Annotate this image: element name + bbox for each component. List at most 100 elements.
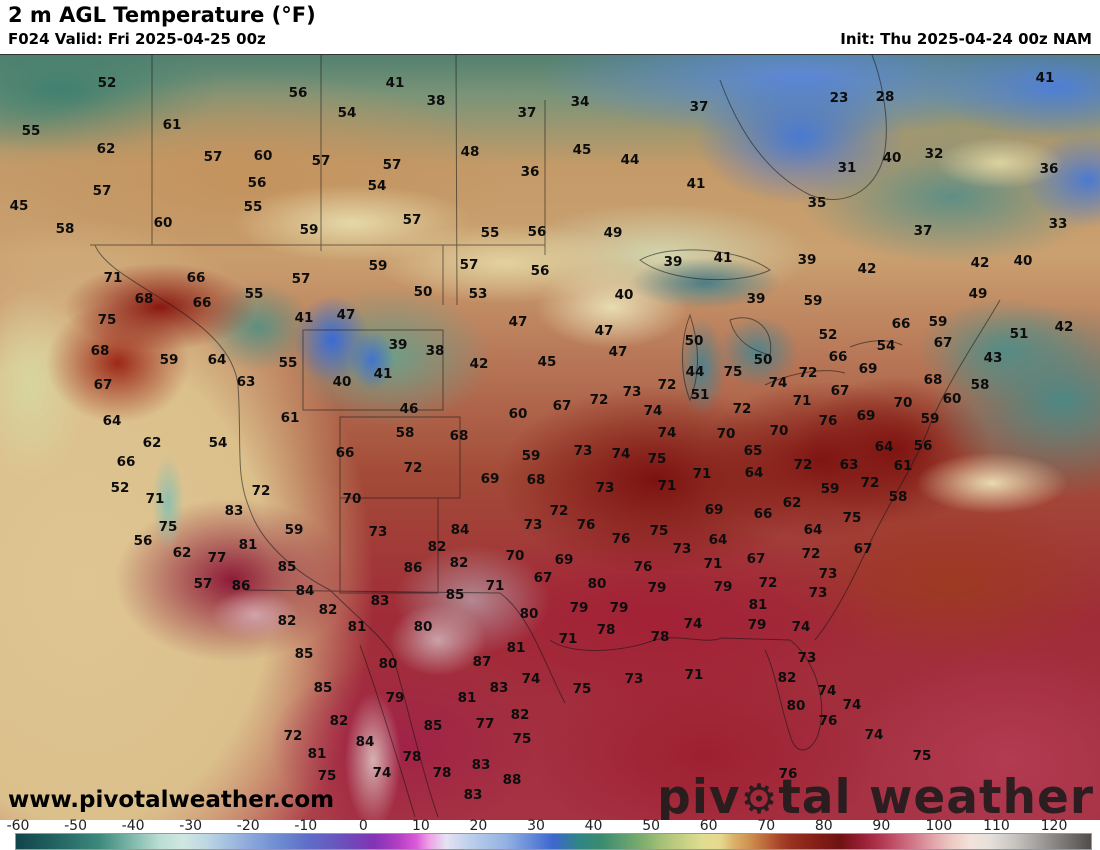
temp-label: 81 — [748, 597, 768, 613]
temp-label: 49 — [968, 286, 988, 302]
temp-label: 57 — [193, 576, 213, 592]
temp-label: 40 — [882, 150, 902, 166]
temp-label: 41 — [294, 310, 314, 326]
temp-label: 78 — [650, 629, 670, 645]
temp-label: 40 — [1013, 253, 1033, 269]
temp-label: 74 — [768, 375, 788, 391]
temp-label: 84 — [295, 583, 315, 599]
temp-label: 45 — [537, 354, 557, 370]
temp-label: 48 — [460, 144, 480, 160]
temp-label: 51 — [1009, 326, 1029, 342]
temp-label: 75 — [649, 523, 669, 539]
temp-label: 77 — [475, 716, 495, 732]
temp-label: 57 — [311, 153, 331, 169]
temp-label: 56 — [530, 263, 550, 279]
temp-label: 57 — [459, 257, 479, 273]
temp-label: 66 — [828, 349, 848, 365]
temp-label: 70 — [769, 423, 789, 439]
temp-label: 81 — [347, 619, 367, 635]
temp-label: 60 — [508, 406, 528, 422]
temp-label: 63 — [839, 457, 859, 473]
temp-label: 84 — [355, 734, 375, 750]
temp-label: 68 — [449, 428, 469, 444]
temp-label: 47 — [336, 307, 356, 323]
temp-label: 80 — [519, 606, 539, 622]
temp-label: 82 — [777, 670, 797, 686]
temp-label: 59 — [803, 293, 823, 309]
temp-label: 68 — [526, 472, 546, 488]
temp-label: 71 — [792, 393, 812, 409]
colorbar-tick: 60 — [699, 818, 718, 834]
temp-label: 69 — [554, 552, 574, 568]
temp-label: 58 — [55, 221, 75, 237]
temp-label: 82 — [510, 707, 530, 723]
temp-label: 36 — [520, 164, 540, 180]
temp-label: 66 — [116, 454, 136, 470]
temp-label: 47 — [608, 344, 628, 360]
colorbar-tick: -50 — [64, 818, 87, 834]
colorbar-tick: 80 — [814, 818, 833, 834]
temp-label: 73 — [622, 384, 642, 400]
temp-label: 54 — [367, 178, 387, 194]
temperature-map[interactable]: 52 55 61 62 57 60 57 56 45 55 60 58 56 41 38 54 37 57 57 48… — [0, 54, 1100, 821]
temp-label: 38 — [426, 93, 446, 109]
temp-label: 64 — [874, 439, 894, 455]
temp-label: 81 — [238, 537, 258, 553]
colorbar: -60 -50 -40 -30 -20 -10 0 10 20 30 40 50 60 70 80 90 100… — [0, 818, 1100, 850]
temp-label: 79 — [385, 690, 405, 706]
temp-label: 63 — [236, 374, 256, 390]
temp-label: 55 — [480, 225, 500, 241]
temp-label: 64 — [708, 532, 728, 548]
temp-label: 36 — [1039, 161, 1059, 177]
temp-label: 41 — [373, 366, 393, 382]
temp-label: 59 — [521, 448, 541, 464]
temp-label: 56 — [133, 533, 153, 549]
temp-label: 87 — [472, 654, 492, 670]
temp-label: 67 — [93, 377, 113, 393]
colorbar-tick: -40 — [121, 818, 145, 834]
temp-label: 68 — [90, 343, 110, 359]
temp-label: 75 — [158, 519, 178, 535]
temp-label: 82 — [427, 539, 447, 555]
temp-label: 72 — [732, 401, 752, 417]
temp-label: 74 — [643, 403, 663, 419]
temp-label: 43 — [983, 350, 1003, 366]
temp-label: 34 — [570, 94, 590, 110]
temp-label: 72 — [758, 575, 778, 591]
temp-label: 79 — [569, 600, 589, 616]
temp-label: 45 — [572, 142, 592, 158]
colorbar-tick: -20 — [236, 818, 260, 834]
temp-label: 74 — [521, 671, 541, 687]
temp-label: 79 — [647, 580, 667, 596]
pivotal-weather-logo: piv⚙tal weather — [657, 774, 1094, 821]
temp-label: 73 — [573, 443, 593, 459]
temp-label: 66 — [891, 316, 911, 332]
temp-label: 71 — [485, 578, 505, 594]
colorbar-tick: 110 — [983, 818, 1010, 834]
temp-label: 71 — [103, 270, 123, 286]
temp-label: 39 — [797, 252, 817, 268]
temp-label: 72 — [798, 365, 818, 381]
temp-label: 54 — [208, 435, 228, 451]
logo-text-pre: piv — [657, 770, 741, 821]
temp-label: 64 — [102, 413, 122, 429]
temp-label: 42 — [857, 261, 877, 277]
temp-label: 64 — [744, 465, 764, 481]
temp-label: 80 — [786, 698, 806, 714]
temp-label: 59 — [284, 522, 304, 538]
temp-label: 61 — [893, 458, 913, 474]
gear-icon: ⚙ — [740, 775, 779, 821]
temp-label: 69 — [858, 361, 878, 377]
colorbar-tick: 90 — [872, 818, 891, 834]
temp-label: 40 — [332, 374, 352, 390]
temp-label: 57 — [92, 183, 112, 199]
temp-label: 62 — [172, 545, 192, 561]
temp-label: 46 — [399, 401, 419, 417]
temp-label: 28 — [875, 89, 895, 105]
temp-label: 76 — [576, 517, 596, 533]
temp-label: 62 — [96, 141, 116, 157]
temp-label: 67 — [853, 541, 873, 557]
temp-label: 69 — [704, 502, 724, 518]
temp-label: 37 — [689, 99, 709, 115]
temp-label: 80 — [378, 656, 398, 672]
